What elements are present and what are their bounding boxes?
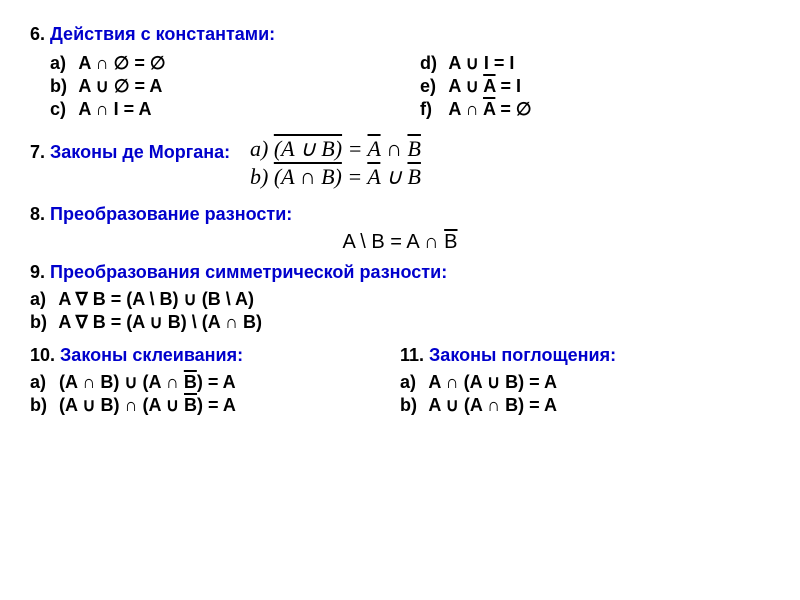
section-constants: 6. Действия с константами: a) A ∩ ∅ = ∅ … bbox=[30, 24, 770, 122]
title-6: Действия с константами: bbox=[45, 24, 275, 44]
sec11-b: b) A ∪ (A ∩ B) = A bbox=[400, 395, 770, 416]
sec6-e: e) A ∪ A = I bbox=[420, 76, 770, 97]
title-10: Законы склеивания: bbox=[55, 345, 243, 365]
num-8: 8. bbox=[30, 204, 45, 224]
sec11-a: a) A ∩ (A ∪ B) = A bbox=[400, 372, 770, 393]
sec6-c: c) A ∩ I = A bbox=[50, 99, 400, 120]
section-symdiff: 9. Преобразования симметрической разност… bbox=[30, 262, 770, 333]
sec6-f: f) A ∩ A = ∅ bbox=[420, 99, 770, 120]
demorgan-b: b) (A ∩ B) = A ∪ B bbox=[250, 164, 421, 190]
heading-7: 7. Законы де Моргана: bbox=[30, 142, 250, 163]
sec10-a: a) (A ∩ B) ∪ (A ∩ B) = A bbox=[30, 372, 400, 393]
num-10: 10. bbox=[30, 345, 55, 365]
heading-8: 8. Преобразование разности: bbox=[30, 204, 770, 225]
section-absorption: 11. Законы поглощения: a) A ∩ (A ∪ B) = … bbox=[400, 341, 770, 418]
title-11: Законы поглощения: bbox=[424, 345, 616, 365]
sec6-a: a) A ∩ ∅ = ∅ bbox=[50, 53, 400, 74]
num-11: 11. bbox=[400, 345, 424, 365]
sec10-b: b) (A ∪ B) ∩ (A ∪ B) = A bbox=[30, 395, 400, 416]
demorgan-formulas: a) (A ∪ B) = A ∩ B b) (A ∩ B) = A ∪ B bbox=[250, 134, 421, 192]
num-7: 7. bbox=[30, 142, 45, 162]
heading-9: 9. Преобразования симметрической разност… bbox=[30, 262, 770, 283]
title-7: Законы де Моргана: bbox=[45, 142, 230, 162]
sec6-d: d) A ∪ I = I bbox=[420, 53, 770, 74]
difference-formula: A \ B = A ∩ B bbox=[30, 231, 770, 254]
section-difference: 8. Преобразование разности: A \ B = A ∩ … bbox=[30, 204, 770, 254]
sec10-11-row: 10. Законы склеивания: a) (A ∩ B) ∪ (A ∩… bbox=[30, 341, 770, 418]
num-9: 9. bbox=[30, 262, 45, 282]
section-demorgan: 7. Законы де Моргана: a) (A ∪ B) = A ∩ B… bbox=[30, 130, 770, 196]
title-8: Преобразование разности: bbox=[45, 204, 292, 224]
heading-6: 6. Действия с константами: bbox=[30, 24, 770, 45]
demorgan-a: a) (A ∪ B) = A ∩ B bbox=[250, 136, 421, 162]
heading-11: 11. Законы поглощения: bbox=[400, 345, 770, 366]
sec6-right: d) A ∪ I = I e) A ∪ A = I f) A ∩ A = ∅ bbox=[400, 51, 770, 122]
num-6: 6. bbox=[30, 24, 45, 44]
sec6-left: a) A ∩ ∅ = ∅ b) A ∪ ∅ = A c) A ∩ I = A bbox=[30, 51, 400, 122]
heading-7-wrap: 7. Законы де Моргана: bbox=[30, 130, 250, 169]
title-9: Преобразования симметрической разности: bbox=[45, 262, 447, 282]
sec6-b: b) A ∪ ∅ = A bbox=[50, 76, 400, 97]
sec6-columns: a) A ∩ ∅ = ∅ b) A ∪ ∅ = A c) A ∩ I = A d… bbox=[30, 51, 770, 122]
heading-10: 10. Законы склеивания: bbox=[30, 345, 400, 366]
sec9-b: b) A ∇ B = (A ∪ B) \ (A ∩ B) bbox=[30, 312, 770, 333]
sec9-a: a) A ∇ B = (A \ B) ∪ (B \ A) bbox=[30, 289, 770, 310]
section-gluing: 10. Законы склеивания: a) (A ∩ B) ∪ (A ∩… bbox=[30, 341, 400, 418]
